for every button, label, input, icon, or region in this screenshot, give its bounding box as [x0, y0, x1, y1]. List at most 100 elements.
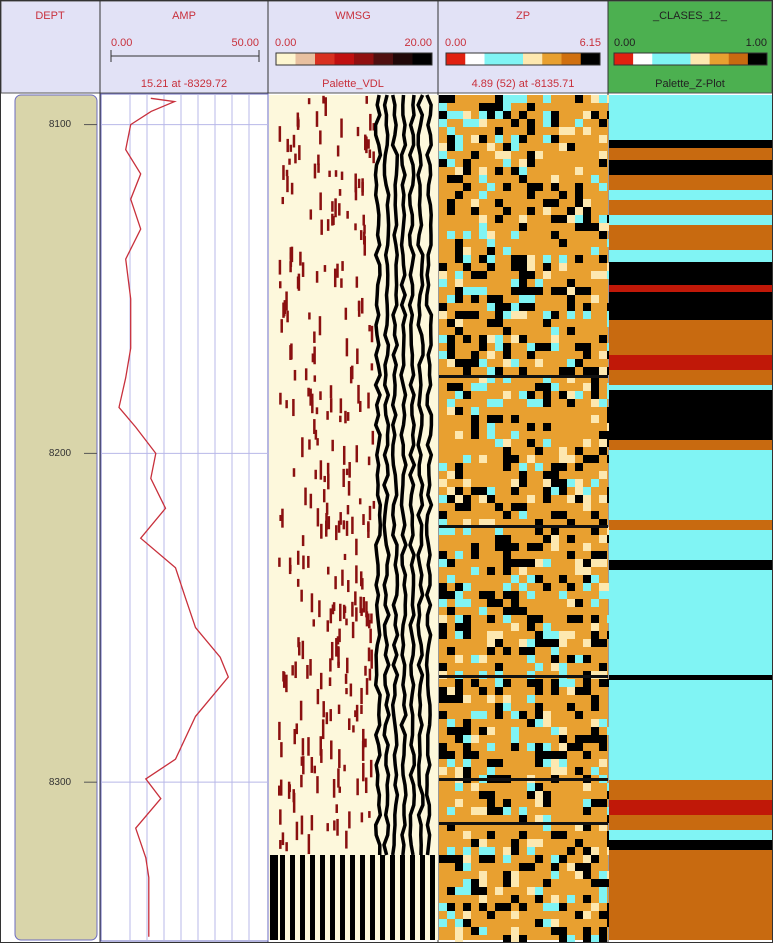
vdl-wave	[373, 94, 383, 856]
vdl-dash	[289, 247, 293, 260]
zp-cell	[599, 255, 607, 263]
zp-cell	[479, 375, 487, 383]
zp-cell	[447, 487, 455, 495]
vdl-dash	[281, 832, 285, 846]
vdl-dash	[316, 776, 319, 794]
zp-cell	[551, 831, 559, 839]
zp-cell	[567, 327, 575, 335]
colorbar-cell	[446, 53, 466, 65]
zp-cell	[543, 535, 551, 543]
zp-cell	[447, 351, 455, 359]
zp-cell	[551, 311, 559, 319]
track-title: ZP	[516, 10, 530, 22]
zp-cell	[519, 567, 527, 575]
zp-cell	[543, 383, 551, 391]
zp-cell	[439, 95, 447, 103]
vdl-dash	[368, 324, 371, 332]
zp-cell	[551, 919, 559, 927]
zp-cell	[591, 615, 599, 623]
zp-cell	[463, 159, 471, 167]
zp-cell	[503, 807, 511, 815]
zp-cell	[463, 855, 471, 863]
zp-cell	[575, 495, 583, 503]
zp-cell	[455, 927, 463, 935]
vdl-dash	[310, 815, 314, 831]
vdl-dash	[336, 263, 339, 278]
zp-cell	[599, 151, 607, 159]
zp-cell	[527, 575, 535, 583]
vdl-dash	[318, 600, 321, 618]
vdl-dash	[319, 460, 323, 480]
zp-cell	[551, 463, 559, 471]
zp-cell	[511, 279, 519, 287]
zp-cell	[495, 711, 503, 719]
vdl-dash	[364, 738, 367, 748]
vdl-dash	[367, 647, 371, 662]
zp-cell	[471, 119, 479, 127]
vdl-dash	[348, 811, 351, 829]
zp-cell	[567, 495, 575, 503]
zp-line	[439, 525, 608, 528]
vdl-dash	[368, 811, 371, 818]
class-band	[609, 370, 772, 385]
zp-cell	[495, 215, 503, 223]
vdl-dash	[330, 641, 334, 661]
zp-cell	[495, 111, 503, 119]
zp-line	[439, 675, 608, 678]
vdl-dash	[340, 171, 344, 180]
zp-cell	[479, 839, 487, 847]
zp-cell	[503, 695, 511, 703]
zp-cell	[559, 215, 567, 223]
vdl-dash	[354, 173, 357, 193]
vdl-dash	[332, 778, 336, 798]
zp-cell	[511, 735, 519, 743]
zp-cell	[599, 927, 607, 935]
zp-cell	[455, 471, 463, 479]
zp-cell	[527, 287, 535, 295]
zp-cell	[455, 287, 463, 295]
zp-cell	[543, 799, 551, 807]
zp-cell	[511, 135, 519, 143]
zp-cell	[511, 543, 519, 551]
class-band	[609, 95, 772, 140]
zp-cell	[567, 679, 575, 687]
zp-cell	[535, 631, 543, 639]
zp-cell	[543, 879, 551, 887]
class-band	[609, 850, 772, 940]
zp-cell	[447, 383, 455, 391]
zp-cell	[479, 519, 487, 527]
vdl-dash	[310, 393, 314, 402]
zp-cell	[567, 551, 575, 559]
vdl-dash	[296, 578, 300, 587]
zp-cell	[535, 679, 543, 687]
zp-cell	[535, 919, 543, 927]
vdl-dash	[369, 759, 373, 778]
zp-cell	[503, 511, 511, 519]
zp-cell	[503, 455, 511, 463]
zp-cell	[519, 95, 527, 103]
zp-cell	[479, 335, 487, 343]
zp-cell	[551, 383, 559, 391]
zp-cell	[503, 855, 511, 863]
vdl-dash	[294, 153, 297, 164]
zp-cell	[535, 151, 543, 159]
zp-cell	[463, 831, 471, 839]
colorbar-cell	[503, 53, 524, 65]
zp-cell	[551, 199, 559, 207]
zp-cell	[455, 463, 463, 471]
vdl-dash	[346, 210, 349, 219]
zp-cell	[575, 191, 583, 199]
vdl-dash	[319, 736, 322, 756]
track-title: WMSG	[335, 10, 370, 22]
zp-cell	[519, 711, 527, 719]
vdl-dash	[368, 505, 372, 521]
zp-cell	[439, 695, 447, 703]
zp-cell	[439, 687, 447, 695]
zp-cell	[551, 759, 559, 767]
zp-cell	[535, 783, 543, 791]
vdl-dash	[300, 815, 304, 835]
zp-cell	[543, 111, 551, 119]
zp-cell	[551, 231, 559, 239]
zp-cell	[503, 327, 511, 335]
vdl-dash	[342, 445, 346, 465]
